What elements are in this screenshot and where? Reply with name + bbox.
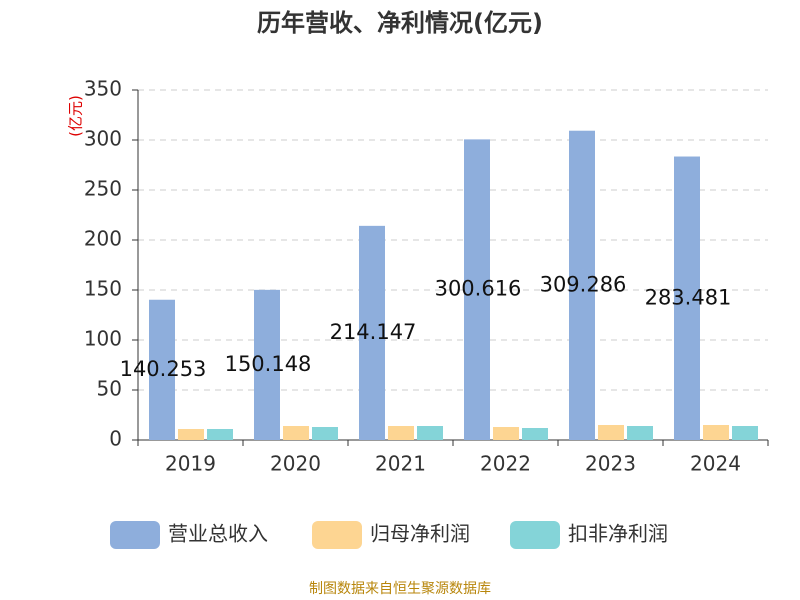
- bar: [207, 429, 233, 440]
- bar: [569, 130, 595, 441]
- y-tick-label: 100: [84, 327, 122, 351]
- bar: [178, 429, 204, 440]
- bar: [493, 427, 519, 440]
- data-label: 300.616: [435, 277, 522, 301]
- data-label: 140.253: [120, 357, 207, 381]
- bar: [254, 289, 280, 440]
- bar: [522, 428, 548, 440]
- y-tick-label: 300: [84, 127, 122, 151]
- y-tick-label: 250: [84, 177, 122, 201]
- x-tick-label: 2020: [270, 452, 321, 476]
- bar: [703, 425, 729, 440]
- bar: [674, 156, 700, 441]
- bar: [598, 425, 624, 440]
- data-label: 214.147: [330, 320, 417, 344]
- legend-label: 扣非净利润: [568, 522, 668, 546]
- x-tick-label: 2022: [480, 452, 531, 476]
- bar: [388, 426, 414, 440]
- source-note: 制图数据来自恒生聚源数据库: [309, 581, 491, 597]
- y-tick-label: 50: [97, 377, 122, 401]
- bar: [627, 426, 653, 440]
- bar: [312, 427, 338, 440]
- y-axis-label: (亿元): [67, 95, 85, 137]
- chart-title: 历年营收、净利情况(亿元): [257, 9, 543, 37]
- legend-swatch: [510, 521, 560, 549]
- bar: [359, 225, 385, 440]
- bar: [417, 426, 443, 440]
- x-tick-label: 2019: [165, 452, 216, 476]
- bar: [149, 299, 175, 440]
- legend-swatch: [312, 521, 362, 549]
- y-tick-label: 200: [84, 227, 122, 251]
- x-tick-label: 2021: [375, 452, 426, 476]
- legend-label: 营业总收入: [168, 522, 268, 546]
- data-label: 283.481: [645, 285, 732, 309]
- y-tick-label: 350: [84, 77, 122, 101]
- data-label: 150.148: [225, 352, 312, 376]
- y-tick-label: 150: [84, 277, 122, 301]
- x-tick-label: 2023: [585, 452, 636, 476]
- bar: [464, 139, 490, 440]
- legend-label: 归母净利润: [370, 522, 470, 546]
- legend-swatch: [110, 521, 160, 549]
- bar: [732, 426, 758, 440]
- y-tick-label: 0: [109, 427, 122, 451]
- x-tick-label: 2024: [690, 452, 741, 476]
- bar: [283, 426, 309, 440]
- data-label: 309.286: [540, 272, 627, 296]
